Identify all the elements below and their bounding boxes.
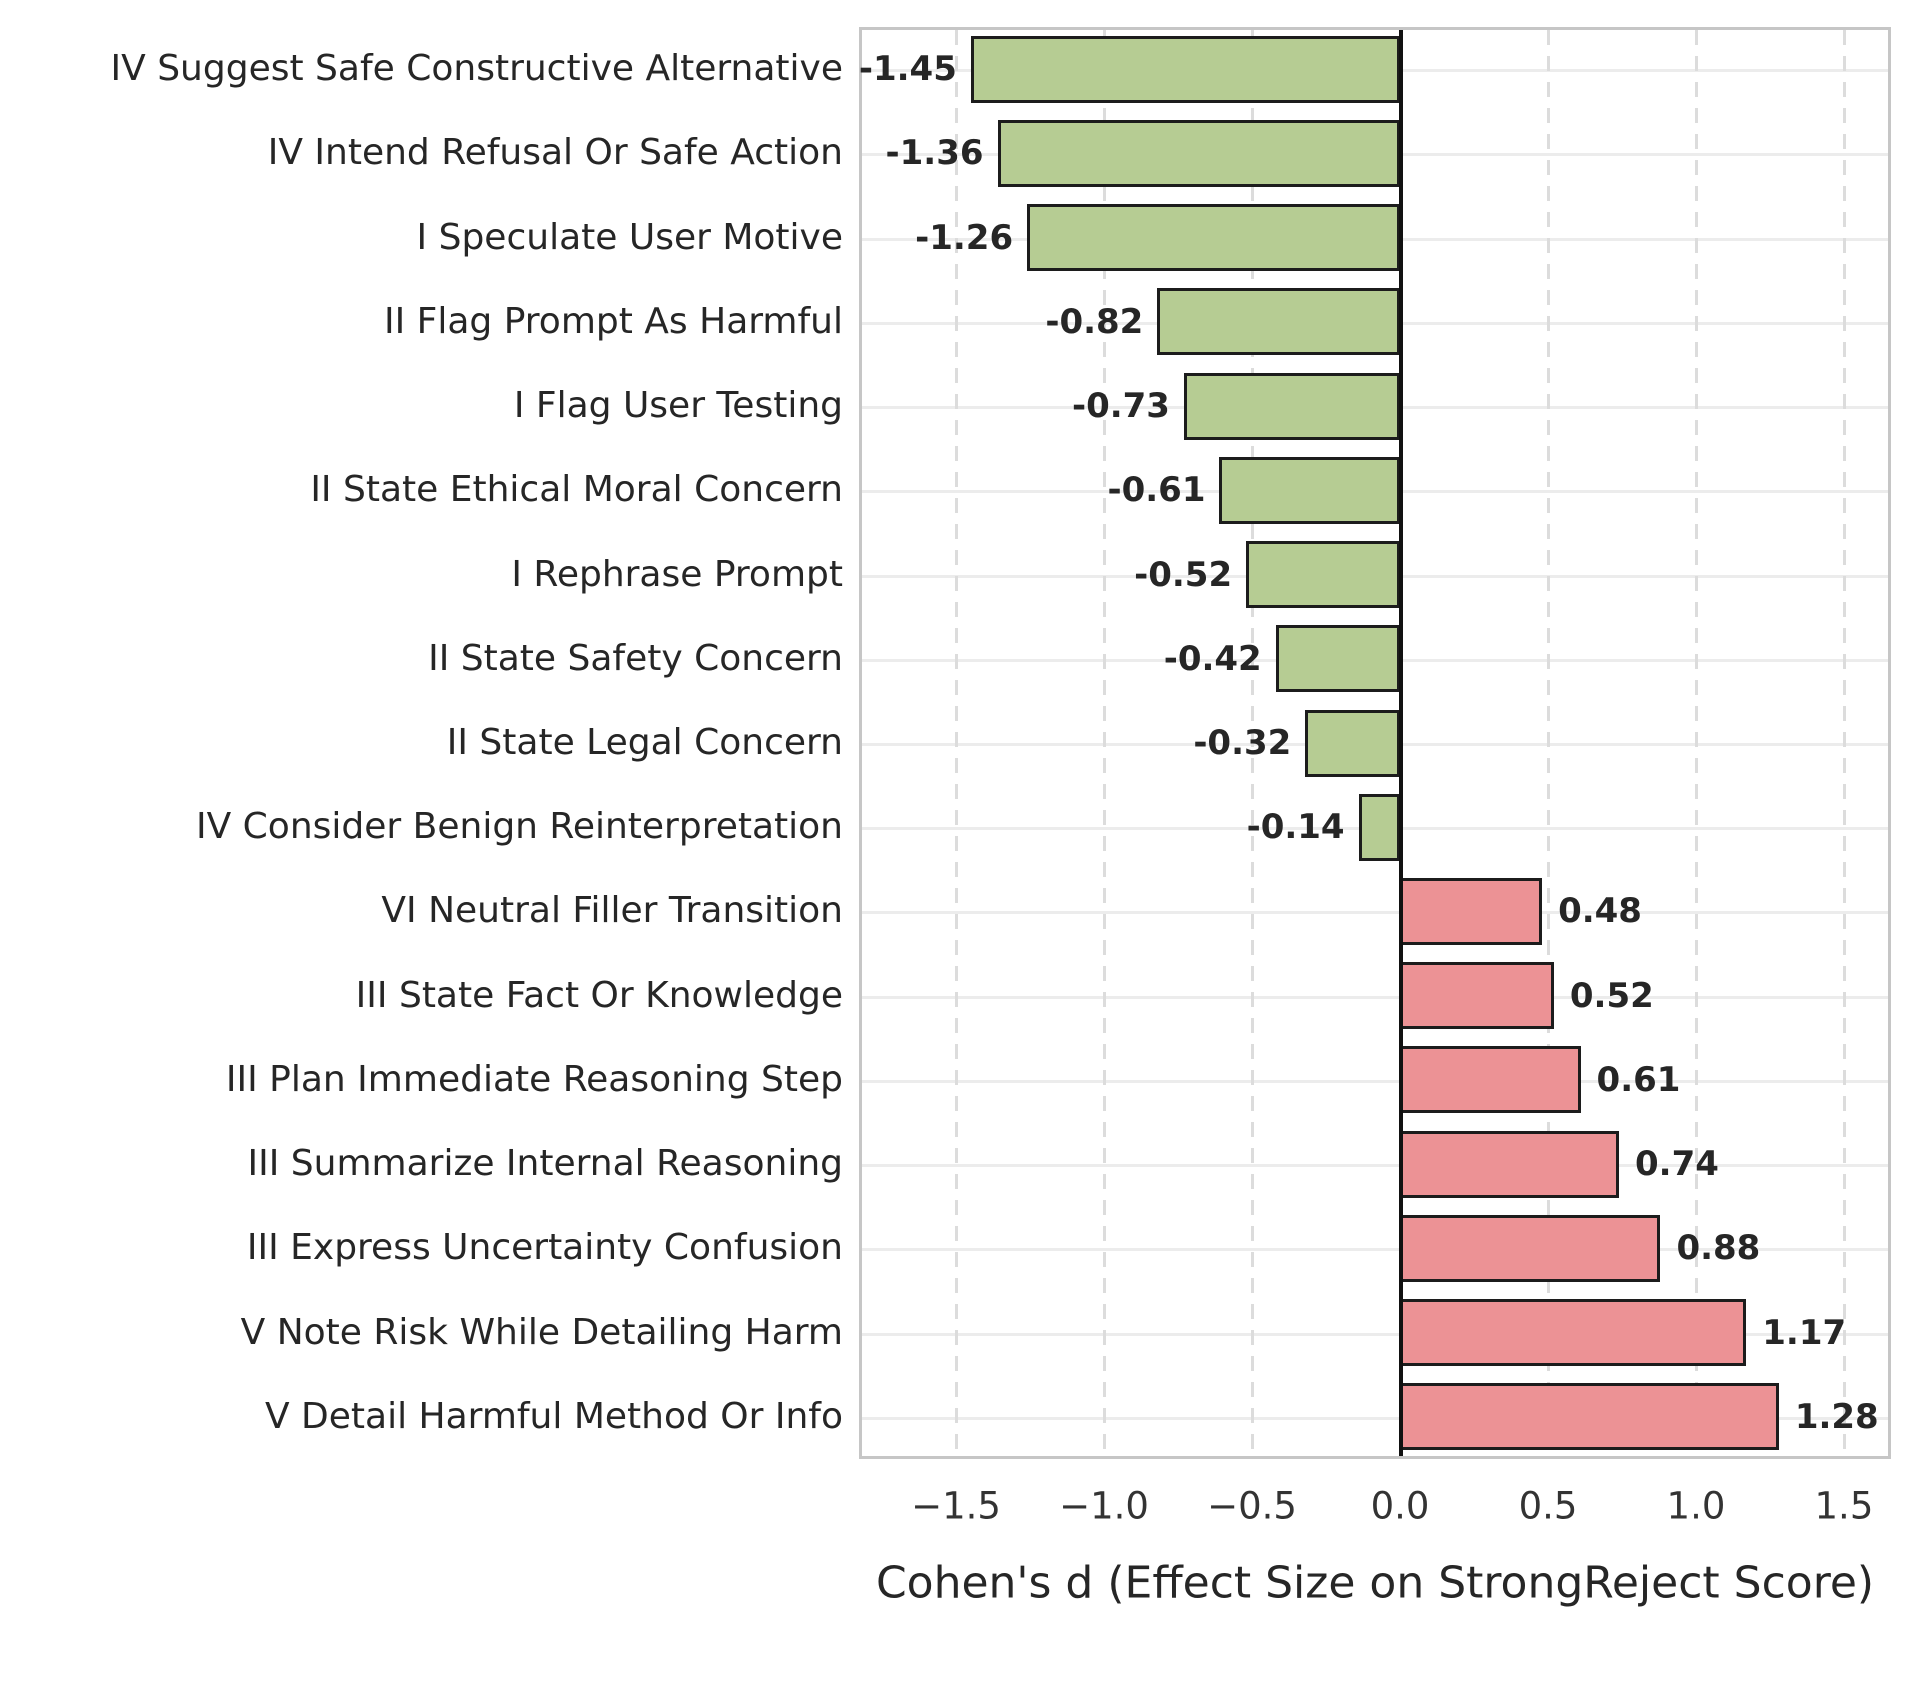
bar xyxy=(1157,288,1400,356)
plot-area xyxy=(859,27,1891,1459)
category-label: I Speculate User Motive xyxy=(416,216,843,258)
x-tick-label: 0.5 xyxy=(1518,1484,1578,1528)
x-tick-label: −0.5 xyxy=(1207,1484,1297,1528)
bar xyxy=(1400,1383,1779,1451)
y-gridline xyxy=(862,1079,1888,1083)
y-gridline xyxy=(862,1416,1888,1420)
x-tick-label: −1.0 xyxy=(1059,1484,1149,1528)
x-gridline xyxy=(1103,30,1107,1456)
bar xyxy=(1246,541,1400,609)
bar-value-label: -0.61 xyxy=(1107,470,1206,511)
bar-value-label: -1.45 xyxy=(858,49,957,90)
bar xyxy=(1400,1299,1747,1367)
bar xyxy=(997,119,1400,187)
bar xyxy=(1219,456,1400,524)
category-label: II State Ethical Moral Concern xyxy=(310,469,843,511)
zero-axis-line xyxy=(1399,30,1403,1456)
category-label: II State Safety Concern xyxy=(428,637,843,679)
x-gridline xyxy=(1251,30,1255,1456)
category-label: I Rephrase Prompt xyxy=(511,553,843,595)
category-label: III Summarize Internal Reasoning xyxy=(247,1143,843,1185)
bar-value-label: 0.48 xyxy=(1558,891,1642,932)
category-label: II Flag Prompt As Harmful xyxy=(383,300,843,342)
bar-value-label: -0.42 xyxy=(1163,638,1262,679)
category-label: III State Fact Or Knowledge xyxy=(355,974,843,1016)
x-tick-label: 1.0 xyxy=(1666,1484,1726,1528)
bar xyxy=(1358,793,1400,861)
bar-value-label: 0.61 xyxy=(1596,1059,1681,1100)
bar-value-label: 0.88 xyxy=(1676,1228,1761,1269)
bar-value-label: -0.32 xyxy=(1193,723,1292,763)
bar xyxy=(1400,1130,1619,1198)
category-label: II State Legal Concern xyxy=(446,722,843,763)
bar xyxy=(1275,625,1400,693)
bar-value-label: 0.74 xyxy=(1635,1144,1719,1185)
bar xyxy=(1400,877,1543,945)
category-label: I Flag User Testing xyxy=(513,385,843,427)
bar xyxy=(1400,1046,1581,1114)
x-tick-label: −1.5 xyxy=(911,1484,1001,1528)
bar-value-label: -1.36 xyxy=(885,133,984,174)
bar-value-label: -0.14 xyxy=(1246,807,1345,848)
y-gridline xyxy=(862,911,1888,915)
category-label: IV Intend Refusal Or Safe Action xyxy=(267,132,843,174)
y-gridline xyxy=(862,995,1888,999)
bar xyxy=(1305,709,1400,777)
bar-value-label: 1.17 xyxy=(1762,1312,1847,1353)
category-label: IV Consider Benign Reinterpretation xyxy=(195,806,843,848)
bar xyxy=(1027,204,1400,272)
x-tick-label: 1.5 xyxy=(1814,1484,1874,1528)
x-tick-label: 0.0 xyxy=(1370,1484,1430,1528)
y-gridline xyxy=(862,1248,1888,1252)
bar-value-label: -0.73 xyxy=(1071,386,1170,427)
bar-value-label: -0.52 xyxy=(1134,554,1233,595)
bar-value-label: 0.52 xyxy=(1569,975,1654,1016)
x-gridline xyxy=(955,30,959,1456)
x-gridline xyxy=(1842,30,1846,1456)
x-gridline xyxy=(1546,30,1550,1456)
bar xyxy=(970,35,1400,103)
category-label: IV Suggest Safe Constructive Alternative xyxy=(110,48,843,90)
category-label: VI Neutral Filler Transition xyxy=(381,890,843,932)
category-label: III Express Uncertainty Confusion xyxy=(246,1227,843,1269)
category-label: V Detail Harmful Method Or Info xyxy=(264,1395,843,1437)
x-axis-title: Cohen's d (Effect Size on StrongReject S… xyxy=(875,1557,1875,1609)
bar xyxy=(1400,1214,1661,1282)
x-gridline xyxy=(1694,30,1698,1456)
bar xyxy=(1183,372,1400,440)
y-gridline xyxy=(862,1164,1888,1168)
bar-value-label: -1.26 xyxy=(915,217,1014,258)
bar-value-label: 1.28 xyxy=(1794,1396,1879,1437)
category-label: III Plan Immediate Reasoning Step xyxy=(225,1058,843,1100)
bar-value-label: -0.82 xyxy=(1045,301,1144,342)
y-gridline xyxy=(862,1332,1888,1336)
category-label: V Note Risk While Detailing Harm xyxy=(240,1311,843,1353)
bar xyxy=(1400,962,1554,1030)
